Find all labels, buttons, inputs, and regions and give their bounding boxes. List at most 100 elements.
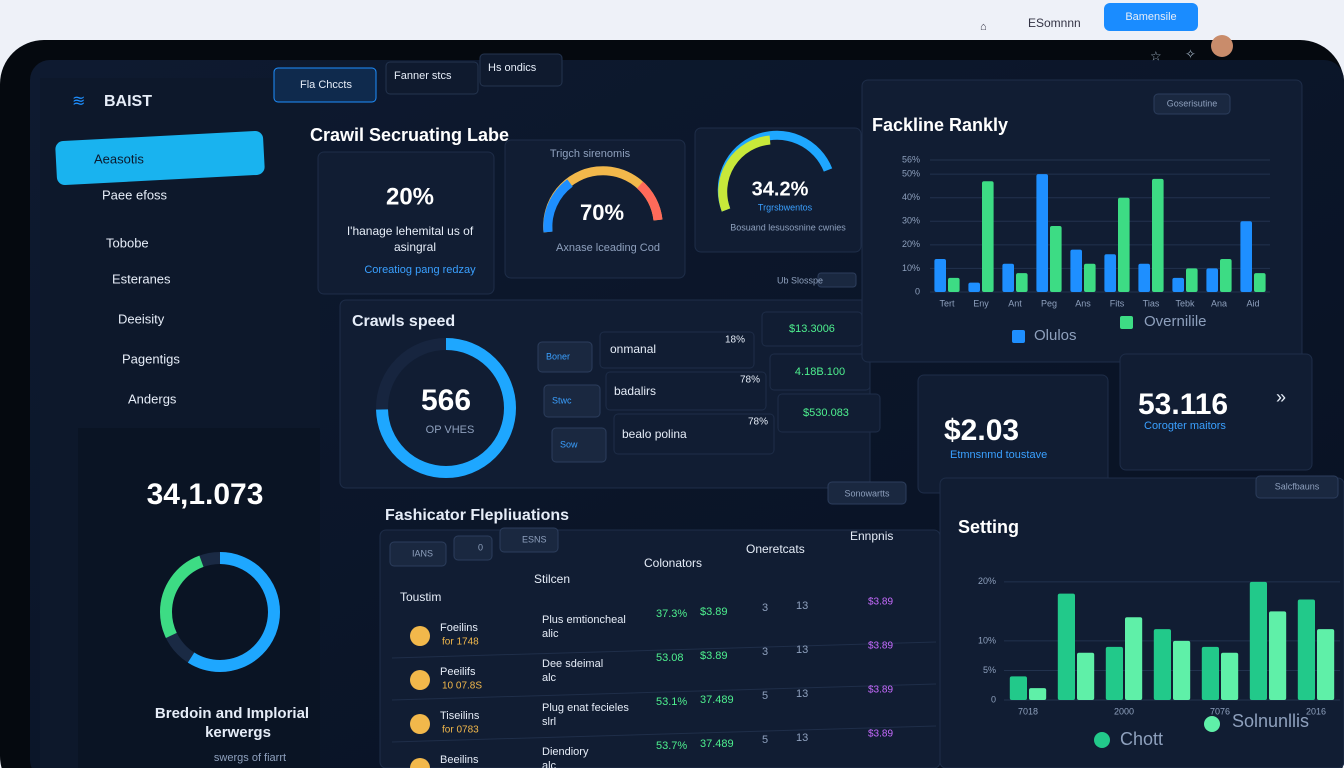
tab[interactable]: Fla Chccts	[300, 79, 352, 91]
nav-item[interactable]: Aeasotis	[94, 151, 144, 166]
bar	[1029, 688, 1047, 700]
row[interactable]	[613, 413, 775, 455]
chart: 0 5% 10% 20% 7018 2000 7076 2016	[978, 576, 1340, 716]
bar	[1118, 197, 1130, 292]
bar	[1105, 646, 1123, 700]
bar	[1057, 593, 1075, 700]
chart-title: Setting	[958, 517, 1019, 537]
bar	[1152, 178, 1164, 292]
donut-arc	[160, 552, 280, 672]
row[interactable]	[605, 371, 767, 411]
sidebar-stat: 34,1.073	[147, 478, 264, 511]
nav-active[interactable]	[55, 130, 265, 186]
legend-label: Olulos	[1034, 327, 1077, 344]
crawl-rows: Boner onmanal 18% $13.3006 Stwc badalirs…	[537, 311, 881, 463]
bar	[1172, 277, 1184, 292]
filter-label[interactable]: IANS	[412, 548, 433, 558]
row-divider	[391, 683, 937, 701]
crawl-value: 566	[421, 384, 471, 417]
card-text: Axnase lceading Cod	[556, 242, 660, 254]
logo: BAIST	[104, 93, 152, 110]
nav-item[interactable]: Tobobe	[106, 235, 149, 250]
stat-value: 53.116	[1138, 388, 1228, 421]
tab[interactable]: Fanner stcs	[394, 70, 452, 82]
filter-label[interactable]: 0	[478, 542, 483, 552]
row-desc: Plus emtioncheal	[542, 614, 626, 626]
row-pct: 78%	[748, 417, 768, 428]
row-extra: $3.89	[868, 729, 893, 740]
card-label: Trigch sirenomis	[550, 148, 631, 160]
nav-item[interactable]: Pagentigs	[122, 351, 180, 366]
x-tick-label: Ans	[1075, 298, 1091, 308]
bar	[1002, 263, 1014, 292]
tab[interactable]	[479, 53, 563, 87]
nav-item[interactable]: Esteranes	[112, 271, 171, 286]
row-tag	[537, 341, 593, 373]
row-extra: $3.89	[868, 685, 893, 696]
row-tag-label: Sow	[560, 439, 578, 449]
table-header: Colonators	[644, 556, 702, 570]
nav-item[interactable]: Andergs	[128, 391, 177, 406]
row-pct: 37.3%	[656, 608, 687, 620]
sidebar-footer: swergs of fiarrt	[214, 752, 286, 764]
bar	[1016, 273, 1028, 292]
icon[interactable]: ⌂	[980, 21, 987, 33]
badge[interactable]	[1153, 93, 1231, 115]
badge-label[interactable]: Salcfbauns	[1275, 481, 1320, 491]
card-link[interactable]: Coreatiog pang redzay	[364, 264, 476, 276]
filter[interactable]	[499, 527, 559, 553]
nav-item[interactable]: Paee efoss	[102, 187, 168, 202]
top-button[interactable]	[1104, 3, 1198, 31]
filter[interactable]	[389, 541, 447, 567]
nav-item[interactable]: Deeisity	[118, 311, 165, 326]
account[interactable]: ESomnnn	[1028, 16, 1081, 30]
badge[interactable]	[1255, 475, 1339, 499]
filter-label[interactable]: ESNS	[522, 534, 547, 544]
row-pct: 53.08	[656, 652, 684, 664]
bar	[1125, 617, 1143, 700]
tab[interactable]: Hs ondics	[488, 62, 537, 74]
top-button-label[interactable]: Bamensile	[1125, 11, 1176, 23]
row-alt: 13	[796, 688, 808, 700]
row-sub: for 0783	[442, 725, 479, 736]
star-icon[interactable]: ☆	[1150, 48, 1162, 63]
badge-label[interactable]: Goserisutine	[1167, 98, 1218, 108]
row-desc: slrl	[542, 716, 556, 728]
row-divider	[391, 725, 937, 743]
x-tick-label: Tias	[1143, 298, 1160, 308]
stat-value: $2.03	[944, 414, 1019, 447]
filter[interactable]	[453, 535, 493, 561]
x-tick-label: Ant	[1008, 298, 1022, 308]
tab-active[interactable]	[273, 67, 377, 103]
card-value: 70%	[580, 200, 624, 225]
row-name: Foeilins	[440, 622, 478, 634]
y-tick-label: 20%	[902, 239, 920, 249]
row-sub: 10 07.8S	[442, 681, 482, 692]
x-tick-label: Fits	[1110, 298, 1125, 308]
chart: 0 10% 20% 30% 40% 50% 56% Tert Eny Ant Peg Ans Fits T…	[902, 154, 1270, 308]
legend-label: Chott	[1120, 729, 1163, 749]
pin-icon[interactable]: ✧	[1185, 46, 1196, 61]
row[interactable]	[599, 331, 755, 369]
bar	[1220, 259, 1232, 292]
bar	[1201, 646, 1219, 700]
card-link[interactable]: Trgrsbwentos	[758, 202, 813, 212]
badge[interactable]	[827, 481, 907, 505]
tab[interactable]	[385, 61, 479, 95]
bar	[1297, 599, 1315, 700]
row-name: Tiseilins	[440, 710, 480, 722]
bar	[1240, 221, 1252, 292]
row-extra: $3.89	[868, 597, 893, 608]
next-icon[interactable]: »	[1276, 387, 1286, 407]
row-tag-label: Boner	[546, 351, 570, 361]
row-name: bealo polina	[622, 427, 687, 441]
avatar[interactable]	[1211, 35, 1233, 57]
row-divider	[391, 641, 937, 659]
coin-icon	[410, 626, 430, 646]
row-desc: alc	[542, 672, 557, 684]
bar	[1153, 629, 1171, 700]
card-text: Bosuand lesusosnine cwnies	[730, 222, 846, 232]
card-value: 20%	[386, 183, 434, 210]
y-tick-label: 10%	[902, 263, 920, 273]
badge-label[interactable]: Sonowartts	[844, 488, 890, 498]
